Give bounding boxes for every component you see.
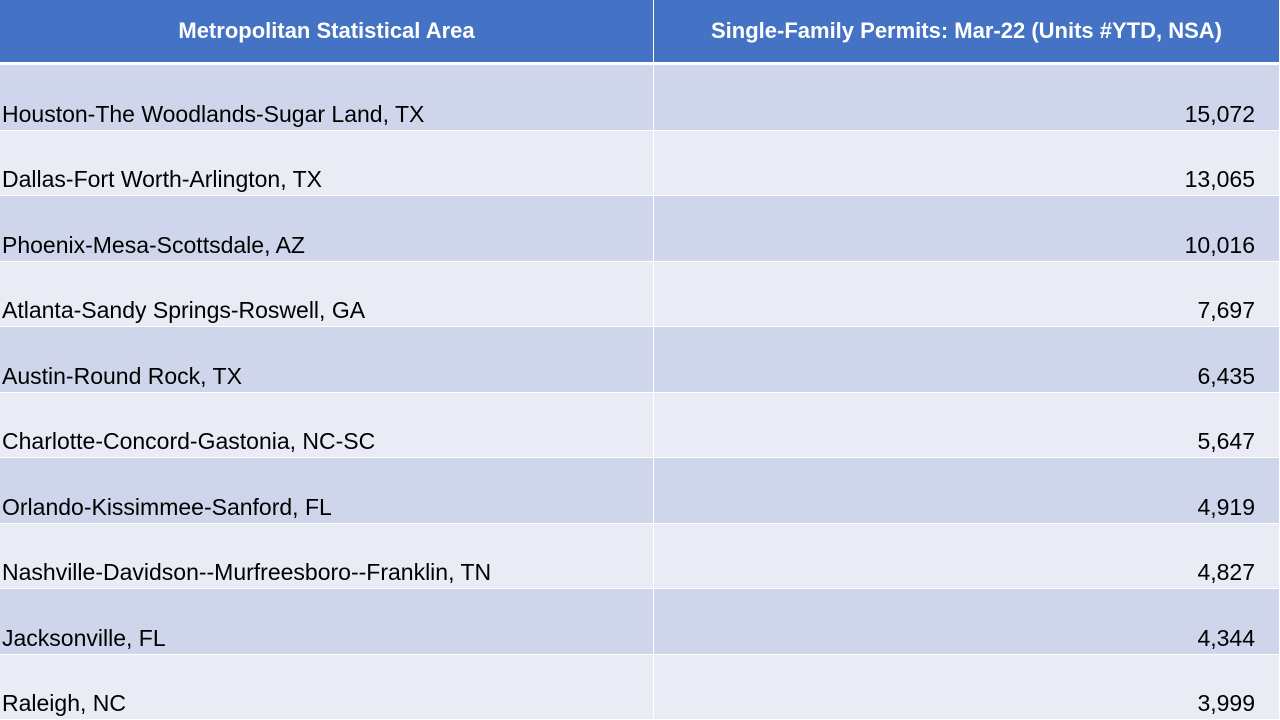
table-row-metro: Charlotte-Concord-Gastonia, NC-SC [0,392,654,458]
table-row-metro: Jacksonville, FL [0,589,654,655]
table-row-metro: Atlanta-Sandy Springs-Roswell, GA [0,261,654,327]
table-row-metro: Houston-The Woodlands-Sugar Land, TX [0,65,654,131]
table-row-permits: 4,919 [654,458,1280,524]
table-row-permits: 13,065 [654,130,1280,196]
table-row-permits: 7,697 [654,261,1280,327]
table-row-metro: Phoenix-Mesa-Scottsdale, AZ [0,196,654,262]
table-row-permits: 15,072 [654,65,1280,131]
table-row-permits: 4,344 [654,589,1280,655]
table-row-permits: 3,999 [654,654,1280,720]
header-metro: Metropolitan Statistical Area [0,0,654,65]
table-row-permits: 6,435 [654,327,1280,393]
table-row-metro: Raleigh, NC [0,654,654,720]
table-row-metro: Austin-Round Rock, TX [0,327,654,393]
table-row-permits: 5,647 [654,392,1280,458]
table-row-metro: Nashville-Davidson--Murfreesboro--Frankl… [0,523,654,589]
table-row-permits: 10,016 [654,196,1280,262]
header-permits: Single-Family Permits: Mar-22 (Units #YT… [654,0,1280,65]
table-row-permits: 4,827 [654,523,1280,589]
table-row-metro: Dallas-Fort Worth-Arlington, TX [0,130,654,196]
table-row-metro: Orlando-Kissimmee-Sanford, FL [0,458,654,524]
